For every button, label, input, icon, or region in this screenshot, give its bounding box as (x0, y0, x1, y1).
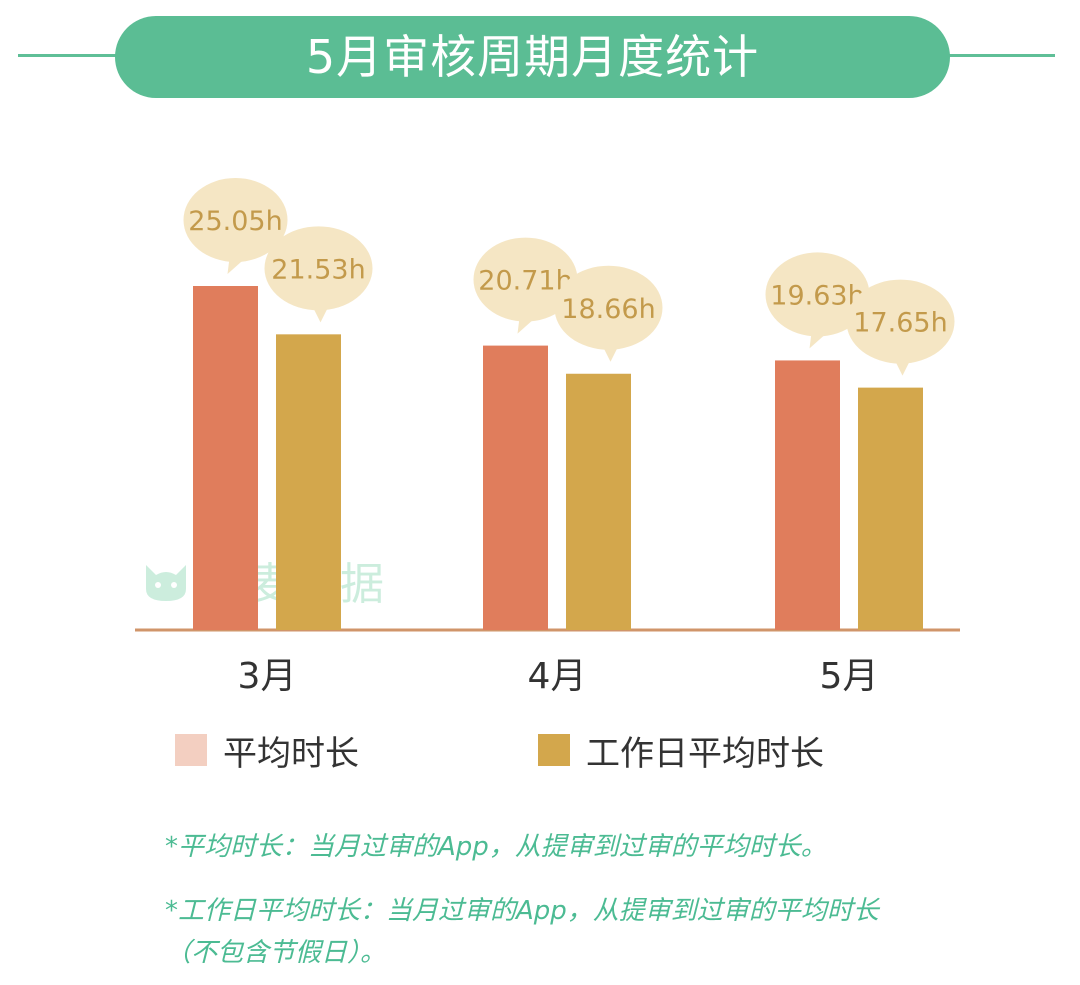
legend-item-average: 平均时长 (175, 730, 359, 774)
x-tick-label-3: 5月 (820, 656, 879, 697)
bubble-pointer-1-2 (517, 317, 536, 334)
bubble-1-1 (183, 178, 288, 262)
note-workday-average: *工作日平均时长：当月过审的App，从提审到过审的平均时长 (165, 896, 879, 926)
legend-swatch-average (175, 734, 207, 766)
bubble-pointer-2-1 (312, 306, 329, 323)
data-label-2-2: 18.66h (561, 294, 655, 325)
bar-1-1 (193, 286, 258, 630)
bar-2-2 (566, 373, 631, 630)
legend-label-average: 平均时长 (223, 733, 359, 774)
bubble-pointer-1-1 (227, 258, 246, 274)
data-label-2-3: 17.65h (853, 308, 947, 339)
bar-1-3 (775, 360, 840, 630)
title-line-right (930, 54, 1055, 57)
bubble-1-2 (473, 237, 578, 322)
bubble-pointer-2-2 (602, 345, 619, 362)
legend-item-workday-average: 工作日平均时长 (538, 730, 824, 774)
data-label-1-2: 20.71h (478, 266, 572, 297)
bar-1-2 (483, 345, 548, 630)
x-tick-label-2: 4月 (528, 656, 587, 697)
bubble-2-3 (846, 279, 955, 364)
bar-2-1 (276, 334, 341, 630)
bubble-1-3 (765, 252, 870, 337)
bubble-pointer-1-3 (809, 332, 828, 349)
data-label-1-3: 19.63h (770, 280, 864, 311)
bubble-pointer-2-3 (894, 359, 911, 376)
chart-title: 5月审核周期月度统计 (115, 16, 950, 98)
bar-2-3 (858, 387, 923, 630)
x-tick-label-1: 3月 (238, 656, 297, 697)
bar-chart: 25.05h 20.71h 19.63h 21.53h 18.66h 17.65h 3月 4月… (135, 178, 960, 697)
bubble-2-2 (554, 265, 663, 350)
legend-label-workday-average: 工作日平均时长 (586, 733, 824, 774)
note-average: *平均时长：当月过审的App，从提审到过审的平均时长。 (165, 832, 827, 862)
data-label-1-1: 25.05h (188, 206, 282, 237)
note-workday-average-cont: （不包含节假日）。 (165, 938, 387, 968)
bubble-2-1 (264, 226, 373, 311)
cat-logo-icon (146, 565, 186, 601)
legend-swatch-workday-average (538, 734, 570, 766)
title-line-left (18, 54, 138, 57)
data-label-2-1: 21.53h (271, 254, 365, 285)
